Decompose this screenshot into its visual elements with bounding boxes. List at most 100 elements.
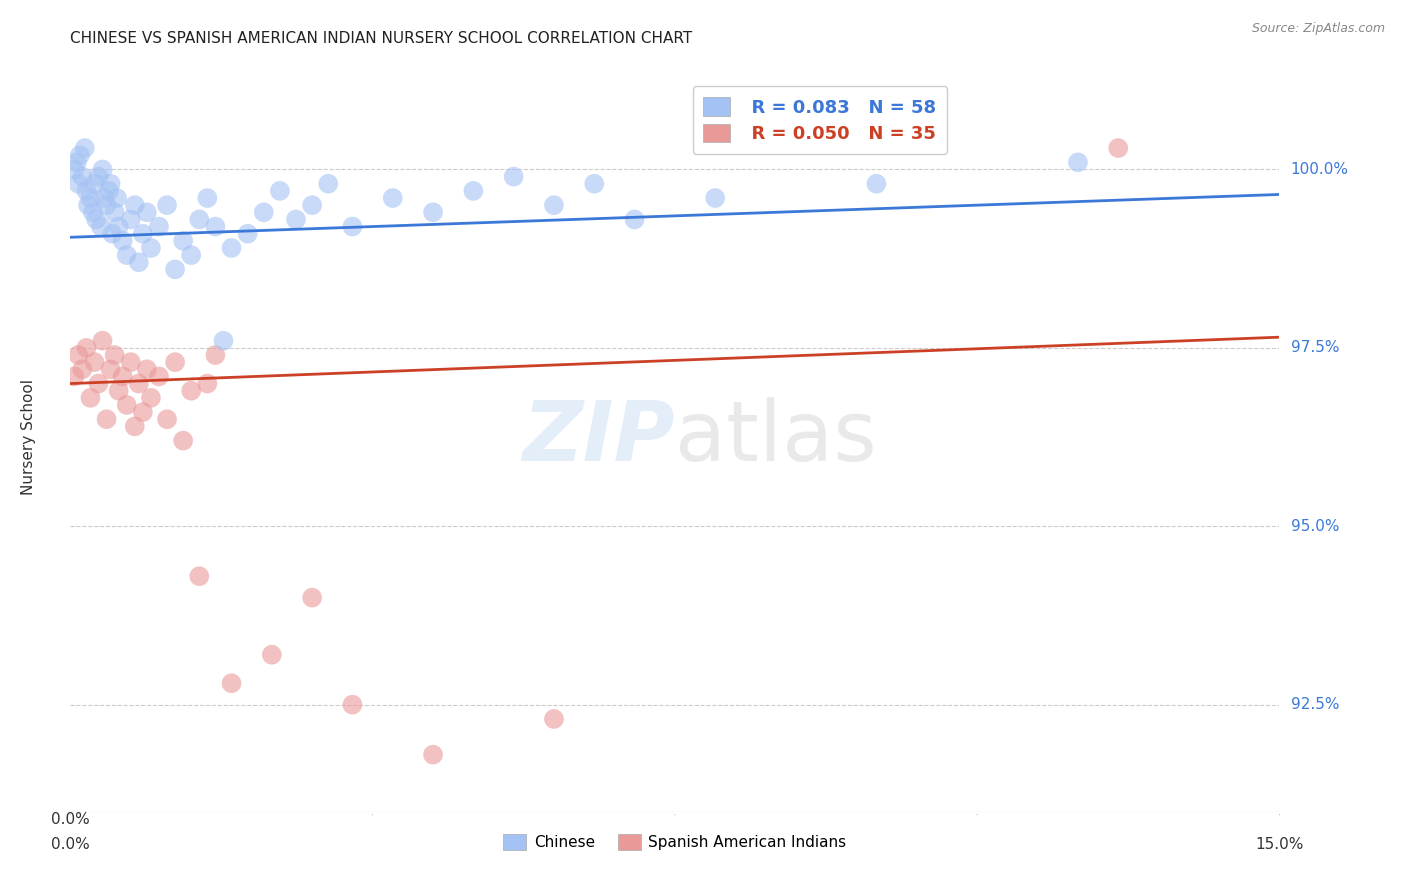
Point	[128, 376, 150, 391]
Point	[1067, 155, 1090, 169]
Point	[128, 255, 150, 269]
Point	[124, 419, 146, 434]
Text: 92.5%: 92.5%	[1291, 698, 1339, 712]
Point	[301, 198, 323, 212]
Text: ZIP: ZIP	[522, 397, 675, 477]
Point	[77, 198, 100, 212]
Point	[865, 177, 887, 191]
Point	[502, 169, 524, 184]
Point	[82, 205, 104, 219]
Point	[66, 155, 89, 169]
Point	[91, 334, 114, 348]
Point	[83, 355, 105, 369]
Point	[422, 747, 444, 762]
Point	[316, 177, 339, 191]
Point	[165, 355, 187, 369]
Point	[135, 205, 157, 219]
Point	[221, 676, 243, 690]
Point	[148, 219, 170, 234]
Text: Source: ZipAtlas.com: Source: ZipAtlas.com	[1251, 22, 1385, 36]
Point	[107, 219, 129, 234]
Point	[212, 334, 235, 348]
Point	[101, 227, 124, 241]
Point	[107, 384, 129, 398]
Point	[72, 169, 94, 184]
Point	[115, 398, 138, 412]
Text: 97.5%: 97.5%	[1291, 341, 1339, 355]
Point	[623, 212, 645, 227]
Point	[422, 205, 444, 219]
Point	[543, 712, 565, 726]
Point	[1107, 141, 1129, 155]
Text: 0.0%: 0.0%	[51, 837, 90, 852]
Point	[105, 191, 128, 205]
Point	[260, 648, 283, 662]
Point	[100, 362, 122, 376]
Point	[111, 234, 134, 248]
Point	[148, 369, 170, 384]
Point	[188, 569, 211, 583]
Point	[87, 376, 110, 391]
Text: 15.0%: 15.0%	[1256, 837, 1303, 852]
Point	[180, 248, 202, 262]
Point	[67, 177, 90, 191]
Point	[342, 698, 364, 712]
Point	[704, 191, 727, 205]
Point	[79, 191, 101, 205]
Text: 100.0%: 100.0%	[1291, 162, 1348, 177]
Point	[269, 184, 291, 198]
Point	[96, 198, 118, 212]
Point	[132, 405, 155, 419]
Text: atlas: atlas	[675, 397, 876, 477]
Point	[342, 219, 364, 234]
Point	[120, 355, 142, 369]
Point	[104, 205, 127, 219]
Point	[204, 348, 226, 362]
Point	[63, 369, 86, 384]
Point	[104, 348, 127, 362]
Point	[381, 191, 404, 205]
Text: 95.0%: 95.0%	[1291, 519, 1339, 533]
Point	[67, 348, 90, 362]
Point	[63, 162, 86, 177]
Text: Nursery School: Nursery School	[21, 379, 37, 495]
Point	[285, 212, 308, 227]
Point	[93, 191, 115, 205]
Point	[236, 227, 259, 241]
Point	[73, 141, 96, 155]
Point	[195, 191, 218, 205]
Point	[87, 169, 110, 184]
Point	[100, 177, 122, 191]
Point	[91, 162, 114, 177]
Point	[204, 219, 226, 234]
Point	[221, 241, 243, 255]
Point	[156, 198, 179, 212]
Point	[69, 148, 91, 162]
Point	[132, 227, 155, 241]
Point	[543, 198, 565, 212]
Point	[253, 205, 276, 219]
Point	[165, 262, 187, 277]
Point	[172, 434, 194, 448]
Point	[124, 198, 146, 212]
Point	[139, 241, 162, 255]
Point	[188, 212, 211, 227]
Point	[111, 369, 134, 384]
Point	[180, 384, 202, 398]
Point	[120, 212, 142, 227]
Point	[75, 184, 97, 198]
Point	[79, 391, 101, 405]
Text: 0.0%: 0.0%	[51, 812, 90, 827]
Point	[84, 212, 107, 227]
Point	[139, 391, 162, 405]
Point	[90, 219, 112, 234]
Point	[172, 234, 194, 248]
Point	[135, 362, 157, 376]
Point	[115, 248, 138, 262]
Point	[195, 376, 218, 391]
Legend: Chinese, Spanish American Indians: Chinese, Spanish American Indians	[498, 829, 852, 856]
Point	[83, 177, 105, 191]
Point	[98, 184, 121, 198]
Point	[463, 184, 485, 198]
Point	[301, 591, 323, 605]
